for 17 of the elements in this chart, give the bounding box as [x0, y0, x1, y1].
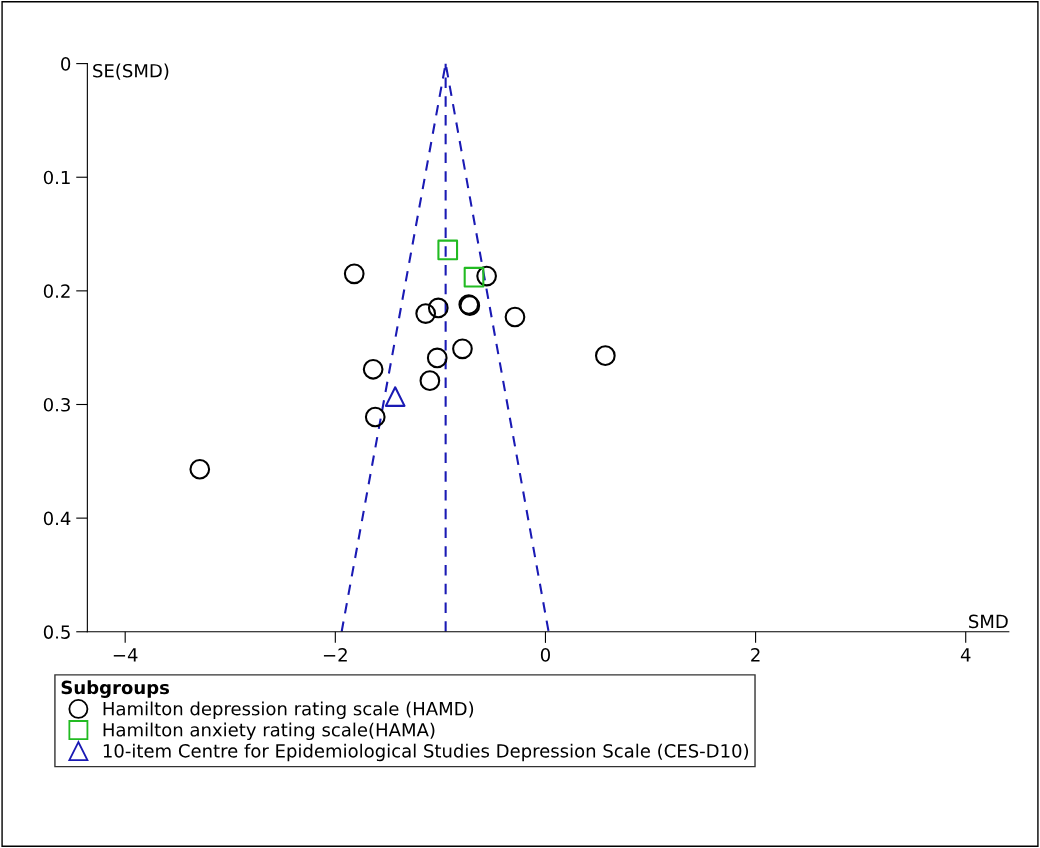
y-axis-title: SE(SMD): [93, 63, 169, 80]
x-tick-label: −2: [323, 648, 347, 662]
x-tick-label: −4: [113, 648, 138, 662]
x-axis-title: SMD: [969, 614, 1008, 629]
y-tick-label: 0.5: [43, 625, 70, 639]
x-tick-label: 0: [540, 648, 550, 662]
legend-label: Hamilton anxiety rating scale(HAMA): [103, 722, 435, 741]
legend-label: Hamilton depression rating scale (HAMD): [103, 701, 474, 719]
x-tick-label: 4: [960, 648, 971, 662]
legend-label: 10-item Centre for Epidemiological Studies Depression Scale (CES-D10): [103, 743, 749, 762]
legend-title: Subgroups: [61, 680, 170, 698]
y-tick-label: 0.1: [43, 170, 70, 185]
y-tick-label: 0: [61, 57, 71, 71]
y-tick-label: 0.3: [43, 397, 70, 412]
y-tick-label: 0.4: [43, 511, 71, 526]
y-tick-label: 0.2: [43, 284, 70, 298]
x-tick-label: 2: [751, 648, 760, 662]
